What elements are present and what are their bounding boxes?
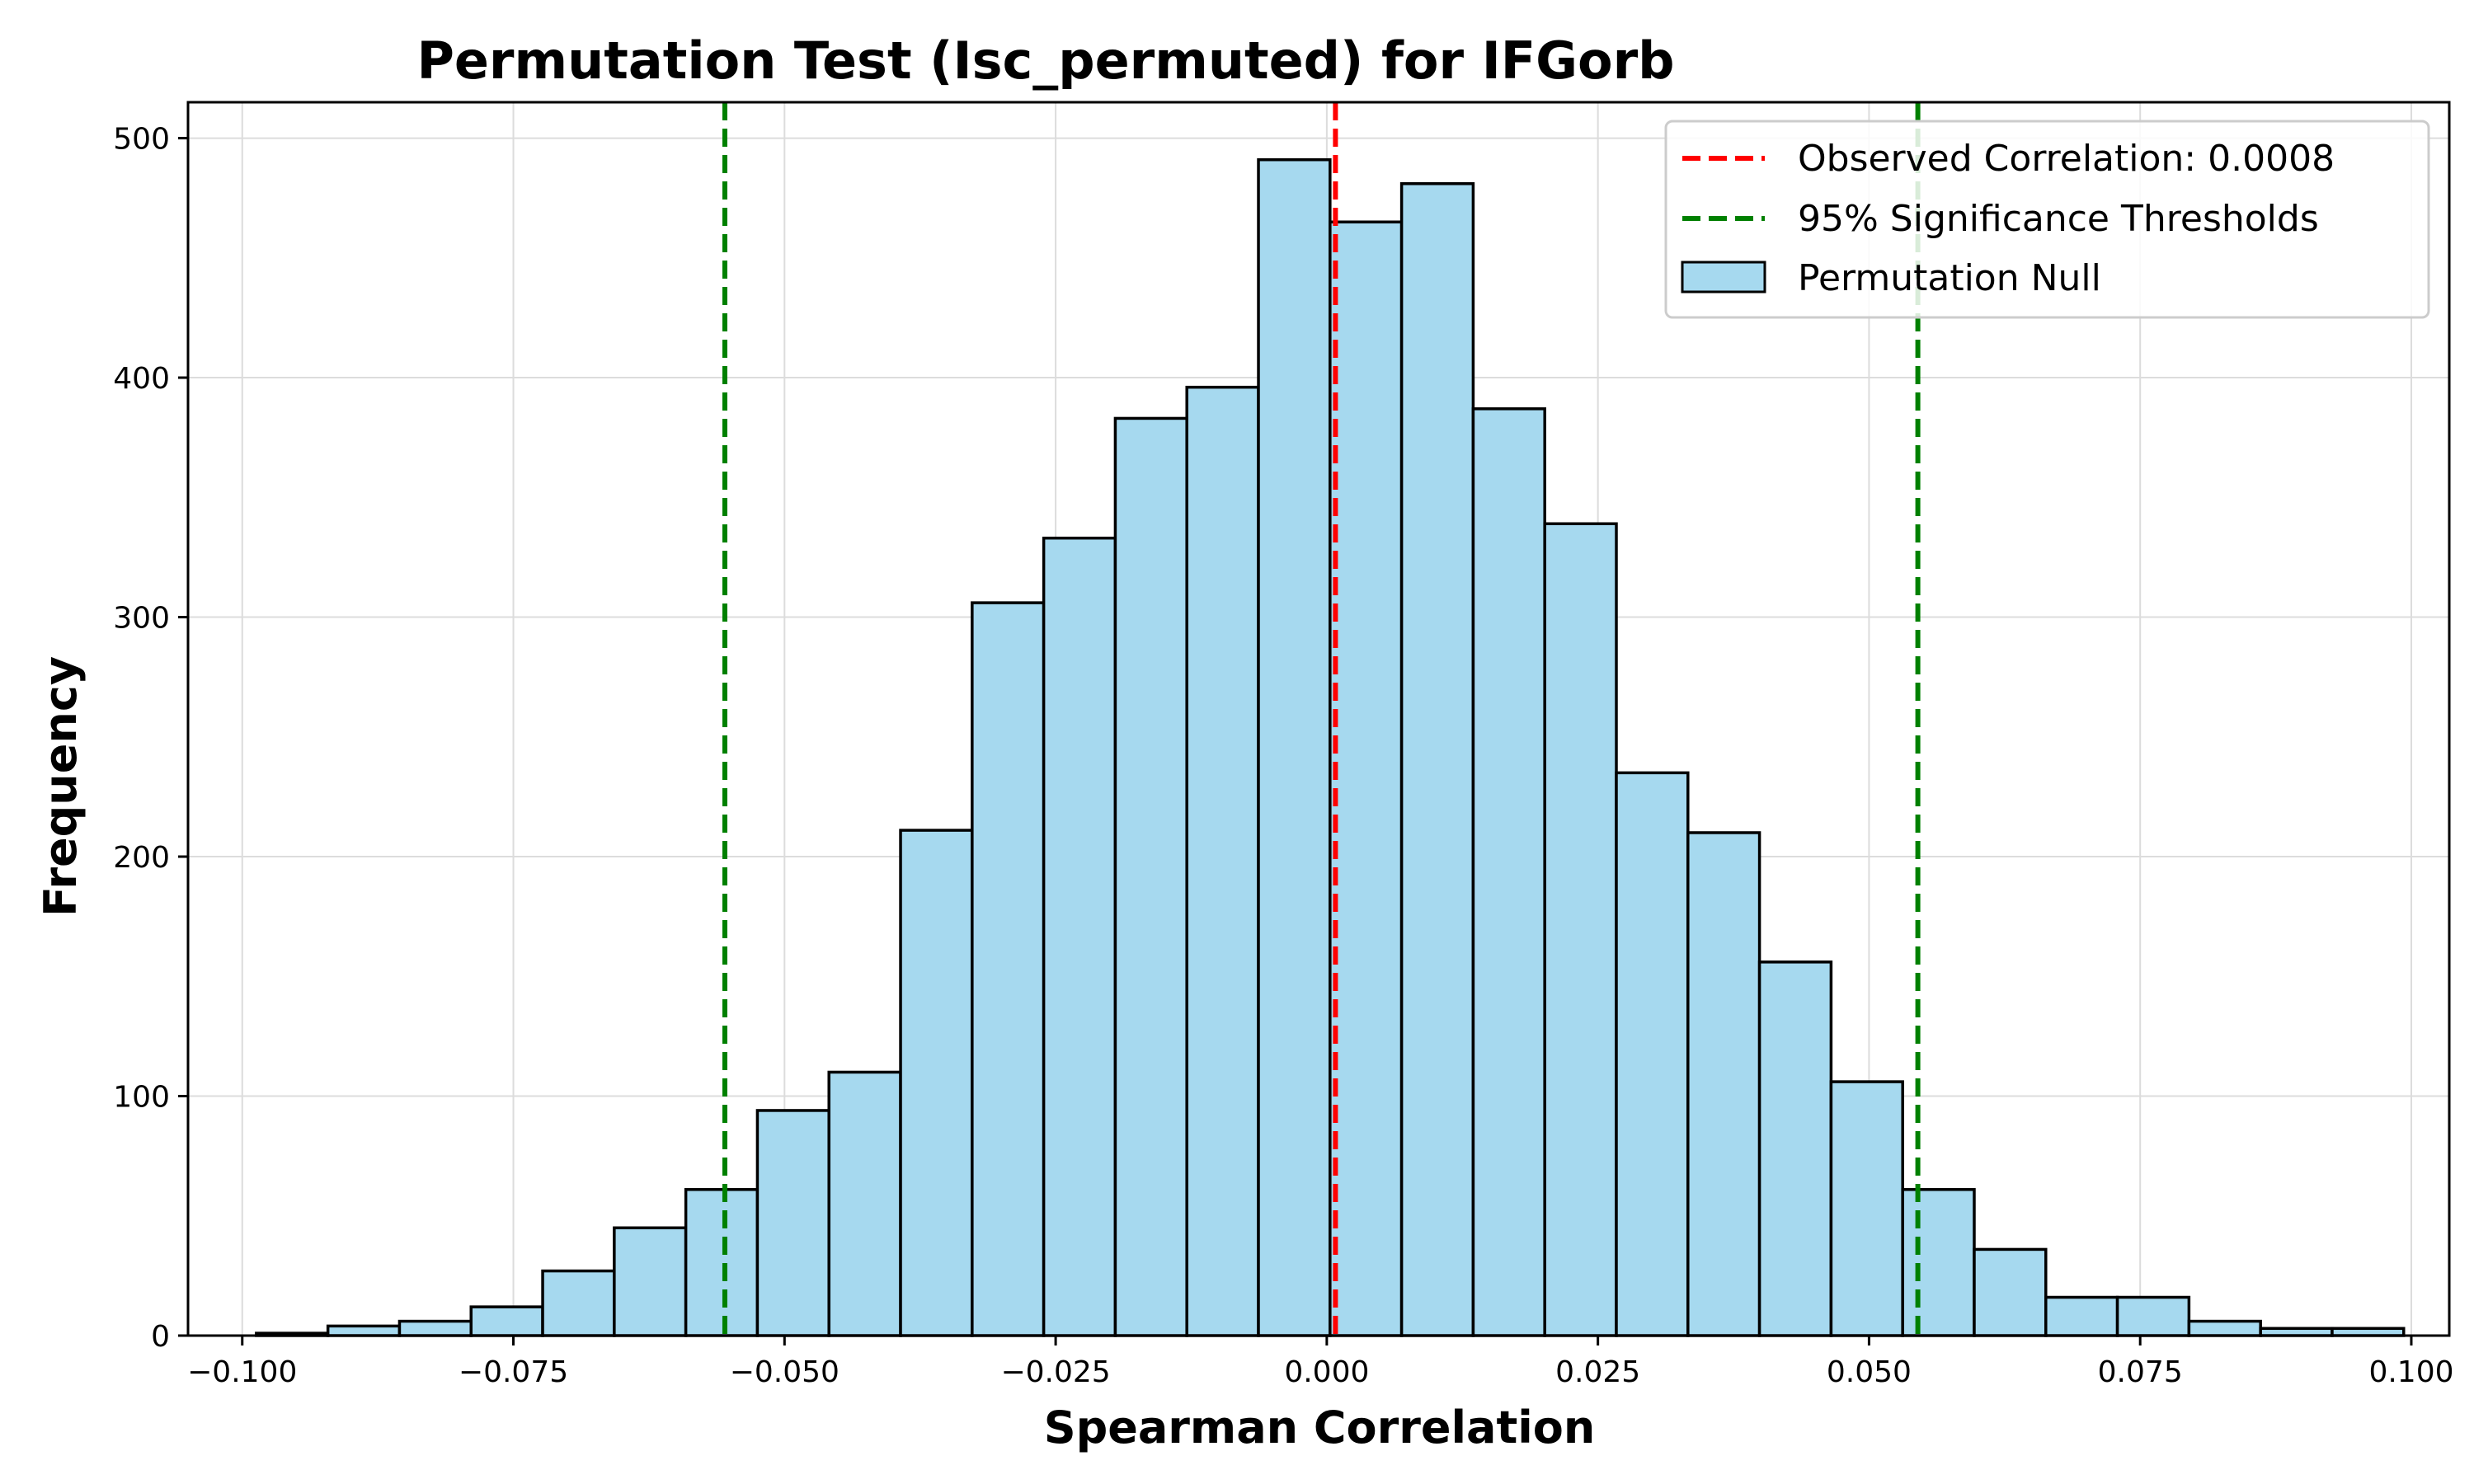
histogram-bar	[899, 829, 974, 1337]
x-tick-label: 0.100	[2368, 1355, 2453, 1389]
x-tick-label: −0.050	[730, 1355, 840, 1389]
y-tick-label: 500	[113, 123, 170, 157]
histogram-bar	[1042, 536, 1117, 1337]
histogram-bar	[1113, 416, 1188, 1337]
y-tick-label: 300	[113, 602, 170, 636]
histogram-bar	[684, 1188, 760, 1337]
histogram-bar	[397, 1319, 473, 1337]
histogram-bar	[1757, 960, 1833, 1337]
histogram-bar	[1901, 1188, 1976, 1337]
x-tick-label: −0.025	[1000, 1355, 1110, 1389]
histogram-bar	[326, 1324, 402, 1337]
histogram-bar	[755, 1109, 830, 1337]
histogram-bar	[469, 1305, 544, 1337]
histogram-bar	[2187, 1319, 2262, 1337]
x-tick-label: −0.075	[459, 1355, 568, 1389]
histogram-bar	[2044, 1295, 2119, 1337]
histogram-bar	[1829, 1080, 1904, 1337]
x-tick-label: 0.075	[2098, 1355, 2183, 1389]
y-tick-label: 200	[113, 841, 170, 875]
histogram-bar	[1257, 157, 1332, 1337]
legend-null-label: Permutation Null	[1798, 257, 2101, 299]
histogram-bar	[1329, 220, 1404, 1337]
y-axis-label: Frequency	[35, 656, 87, 917]
histogram-bar	[1399, 182, 1475, 1337]
x-axis-label: Spearman Correlation	[1044, 1402, 1596, 1453]
histogram-bar	[1973, 1247, 2048, 1337]
x-tick-label: −0.100	[187, 1355, 297, 1389]
y-tick-label: 400	[113, 362, 170, 396]
plot-frame	[186, 101, 2451, 1337]
x-axis-ticks: −0.100 −0.075 −0.050 −0.025 0.000 0.025 0.050 0…	[187, 1336, 2454, 1389]
x-tick-label: 0.050	[1827, 1355, 1912, 1389]
histogram-bar	[1185, 385, 1260, 1337]
y-tick-label: 100	[113, 1081, 170, 1115]
histogram-bar	[1686, 831, 1761, 1337]
histogram-bar	[971, 601, 1046, 1337]
legend-null-swatch	[1681, 261, 1766, 294]
histogram-bar	[1615, 771, 1690, 1337]
histogram-bar	[1471, 407, 1546, 1337]
histogram-bar	[2115, 1295, 2191, 1337]
histogram-bar	[827, 1070, 902, 1337]
bars	[255, 157, 2406, 1337]
x-tick-label: 0.025	[1555, 1355, 1640, 1389]
histogram-bar	[1543, 522, 1618, 1337]
legend-threshold-label: 95% Significance Thresholds	[1798, 198, 2319, 240]
histogram-bar	[541, 1269, 616, 1337]
legend-box	[1664, 120, 2430, 319]
legend-observed-label: Observed Correlation: 0.0008	[1798, 138, 2335, 180]
histogram-bar	[613, 1226, 688, 1337]
chart-title: Permutation Test (Isc_permuted) for IFGo…	[416, 31, 1674, 91]
reference-lines	[722, 102, 1921, 1336]
legend: Observed Correlation: 0.0008 95% Signifi…	[1664, 120, 2430, 319]
y-axis-ticks: 0 100 200 300 400 500	[113, 123, 188, 1354]
y-tick-label: 0	[151, 1320, 170, 1354]
x-tick-label: 0.000	[1284, 1355, 1369, 1389]
